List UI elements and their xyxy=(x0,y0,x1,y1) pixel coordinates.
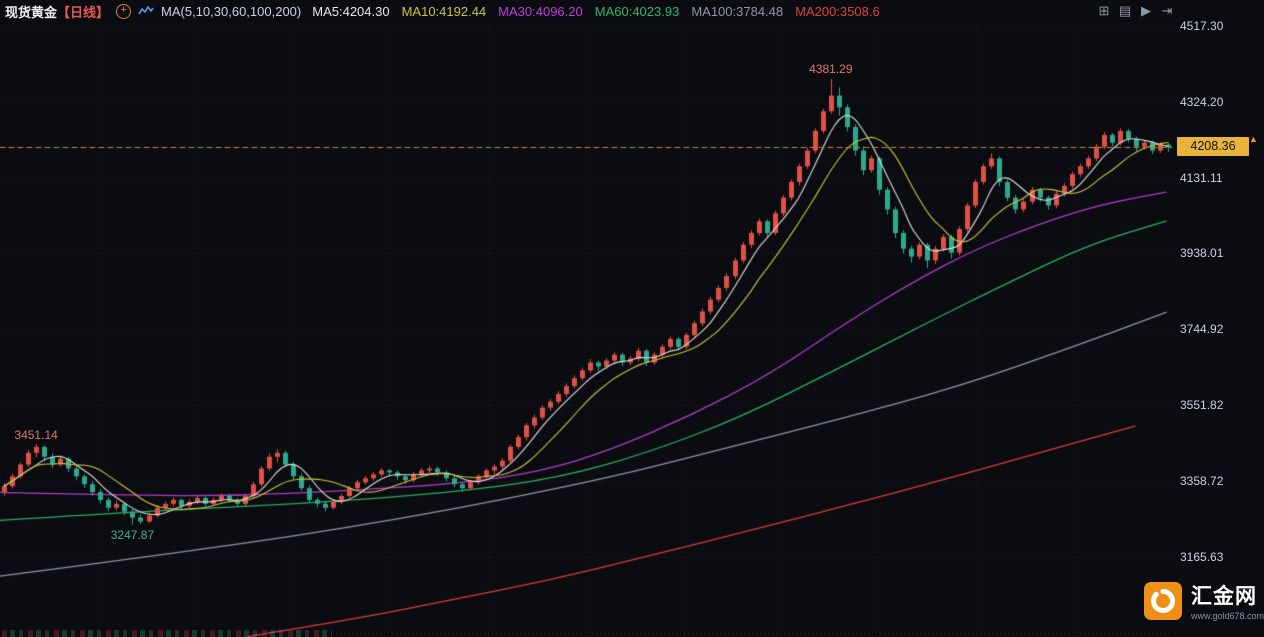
axis-price-label: 4324.20 xyxy=(1180,94,1224,109)
list-view-icon[interactable]: ▤ xyxy=(1118,3,1132,18)
price-annotation: 3451.14 xyxy=(14,427,58,442)
jump-to-latest-icon[interactable]: ⇥ xyxy=(1161,3,1173,18)
current-price-tag: 4208.36 xyxy=(1177,137,1249,157)
logo-text: 汇金网 www.gold678.com xyxy=(1191,580,1264,621)
axis-price-label: 4517.30 xyxy=(1180,19,1224,33)
price-annotation: 4381.29 xyxy=(809,62,853,77)
axis-price-label: 3165.63 xyxy=(1180,549,1224,564)
period-label: 【日线】 xyxy=(57,4,110,20)
chart-toolbar: ⊞ ▤ ▶ ⇥ xyxy=(1096,3,1175,19)
ma-value-label: MA30:4096.20 xyxy=(498,3,583,19)
ma-values: MA5:4204.30 MA10:4192.44 MA30:4096.20 MA60:… xyxy=(312,4,891,19)
axis-price-label: 3938.01 xyxy=(1180,246,1224,261)
ma-value-label: MA60:4023.93 xyxy=(594,3,680,19)
logo-url: www.gold678.com xyxy=(1191,611,1264,621)
symbol-name: 现货黄金 xyxy=(5,4,58,20)
indicator-icon xyxy=(138,5,154,17)
ma-settings-label: MA(5,10,30,60,100,200) xyxy=(161,3,302,19)
axis-price-label: 3551.82 xyxy=(1180,397,1224,412)
ma-value-label: MA10:4192.44 xyxy=(401,3,487,19)
chart-header: 现货黄金 【日线】 + MA(5,10,30,60,100,200) MA5:4… xyxy=(0,0,892,22)
price-up-arrow-icon: ▲ xyxy=(1249,134,1258,145)
price-annotation: 3247.87 xyxy=(110,528,155,543)
clipped-bottom-text xyxy=(2,630,332,637)
site-logo: 汇金网 www.gold678.com xyxy=(1144,580,1264,621)
axis-price-label: 3358.72 xyxy=(1180,473,1224,488)
add-view-icon[interactable]: ⊞ xyxy=(1098,3,1110,18)
add-indicator-icon[interactable]: + xyxy=(116,3,132,19)
logo-title: 汇金网 xyxy=(1191,585,1257,608)
axis-price-label: 3744.92 xyxy=(1180,322,1224,337)
play-icon[interactable]: ▶ xyxy=(1141,3,1151,18)
ma-value-label: MA100:3784.48 xyxy=(691,3,784,19)
ma-value-label: MA200:3508.6 xyxy=(795,3,880,19)
ma-value-label: MA5:4204.30 xyxy=(312,3,390,19)
huijin-logo-icon xyxy=(1144,581,1182,620)
axis-price-label: 4131.11 xyxy=(1180,170,1223,185)
